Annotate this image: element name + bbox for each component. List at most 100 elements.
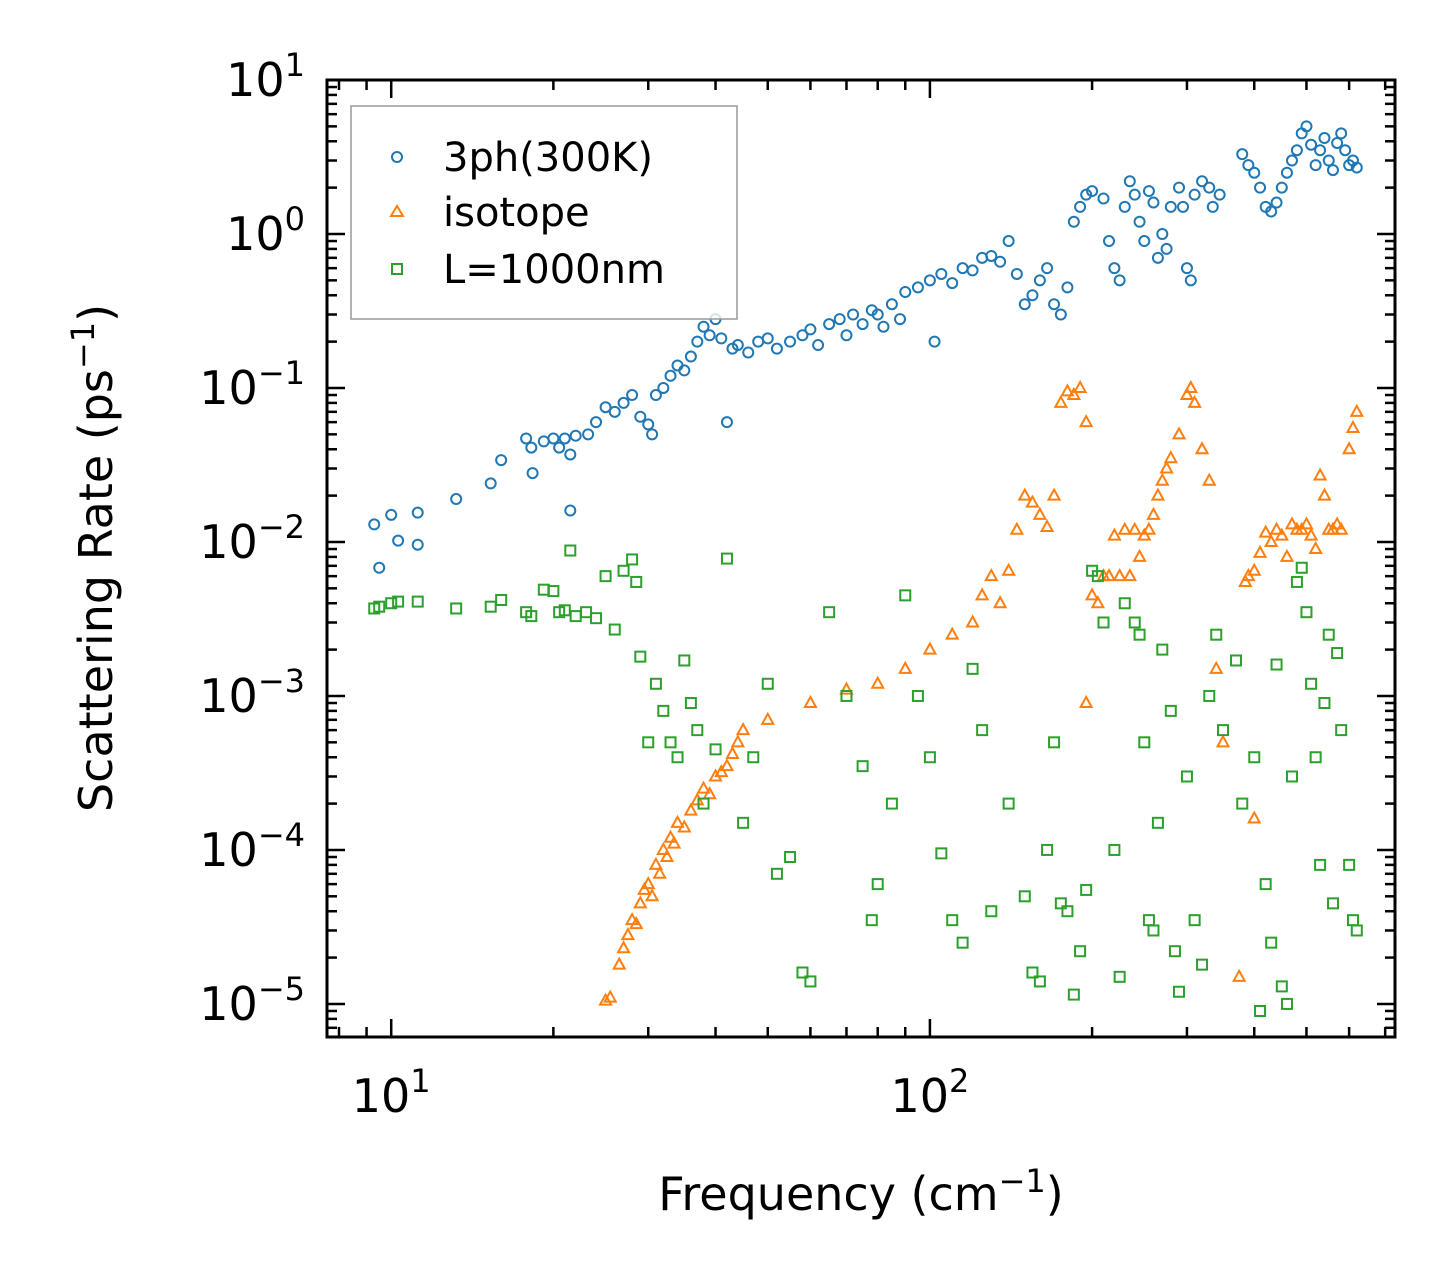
data-point <box>1155 472 1170 486</box>
data-point <box>411 506 424 519</box>
data-point <box>1123 175 1136 188</box>
data-point <box>823 606 836 619</box>
data-point <box>1305 677 1318 690</box>
data-point <box>1209 660 1224 674</box>
data-point <box>1254 1004 1267 1017</box>
data-point <box>796 329 809 342</box>
data-point <box>720 416 733 429</box>
data-point <box>1331 136 1344 149</box>
data-point <box>1090 595 1106 609</box>
data-point <box>1285 770 1298 783</box>
y-axis-label: Scattering Rate (ps−1) <box>64 304 123 812</box>
data-point <box>1107 527 1122 541</box>
data-point <box>1210 628 1223 641</box>
legend-marker-triangle-icon <box>389 204 405 217</box>
data-point <box>1054 897 1067 910</box>
data-point <box>648 856 664 870</box>
data-point <box>1326 164 1339 177</box>
data-point <box>985 905 998 918</box>
data-point <box>1309 159 1322 172</box>
data-point <box>677 819 692 833</box>
data-point <box>671 751 684 764</box>
data-point <box>590 416 603 429</box>
plot-frame <box>325 78 1397 1039</box>
data-point <box>946 914 959 927</box>
data-point <box>1247 562 1262 576</box>
data-point <box>1248 166 1261 179</box>
data-point <box>1312 467 1328 481</box>
data-point <box>1280 166 1293 179</box>
data-point <box>1086 185 1099 198</box>
data-point <box>1039 518 1055 533</box>
data-point <box>956 936 969 949</box>
data-point <box>1133 215 1146 228</box>
legend: 3ph(300K) isotope L=1000nm <box>350 105 738 320</box>
data-point <box>719 758 735 772</box>
data-point <box>1187 394 1202 408</box>
data-point <box>1203 689 1216 702</box>
data-point <box>1072 379 1088 393</box>
data-point <box>385 597 398 610</box>
data-point <box>633 895 648 909</box>
data-point <box>1141 521 1157 535</box>
data-point <box>1132 548 1147 562</box>
data-point <box>691 724 704 737</box>
data-point <box>368 518 381 531</box>
data-point <box>450 493 463 506</box>
data-point <box>1217 724 1230 737</box>
data-point <box>558 432 571 445</box>
data-point <box>1108 262 1121 275</box>
y-tick-label: 10−1 <box>199 354 305 415</box>
y-tick-label: 101 <box>226 46 305 107</box>
data-point <box>1018 890 1031 903</box>
data-point <box>966 662 979 675</box>
x-tick-label: 102 <box>890 1062 969 1123</box>
data-point <box>547 585 560 598</box>
y-tick-label: 10−4 <box>199 816 305 877</box>
data-point <box>564 544 577 557</box>
legend-label-3ph: 3ph(300K) <box>443 135 653 181</box>
data-point <box>649 677 662 690</box>
data-point <box>670 814 685 828</box>
data-point <box>1061 905 1074 918</box>
data-point <box>663 829 678 843</box>
data-point <box>1084 587 1100 601</box>
data-point <box>761 677 774 690</box>
data-point <box>856 318 869 331</box>
data-point <box>580 606 593 619</box>
data-point <box>747 751 760 764</box>
data-point <box>992 595 1008 609</box>
data-point <box>1067 988 1080 1001</box>
data-point <box>1346 914 1359 927</box>
legend-marker-square-icon <box>391 263 403 275</box>
data-point <box>1025 494 1040 508</box>
data-point <box>1127 521 1142 535</box>
data-point <box>495 454 508 467</box>
data-point <box>898 660 913 674</box>
data-point <box>656 841 671 855</box>
data-point <box>922 641 938 655</box>
data-point <box>1138 736 1151 749</box>
data-point <box>804 975 817 988</box>
data-point <box>1350 924 1363 937</box>
data-point <box>1164 704 1177 717</box>
data-point <box>1010 267 1023 280</box>
data-point <box>803 694 818 709</box>
data-point <box>1041 843 1054 856</box>
data-point <box>1318 697 1331 710</box>
data-point <box>657 704 670 717</box>
data-point <box>620 927 636 941</box>
data-point <box>1128 616 1141 629</box>
data-point <box>569 429 582 442</box>
data-point <box>569 610 582 623</box>
data-point <box>629 916 644 930</box>
data-point <box>737 816 750 829</box>
data-point <box>1060 383 1075 397</box>
data-point <box>974 587 990 601</box>
data-point <box>652 865 667 879</box>
data-point <box>582 428 595 441</box>
legend-marker-circle-icon <box>391 151 403 163</box>
data-point <box>935 267 948 280</box>
data-point <box>1350 161 1363 174</box>
